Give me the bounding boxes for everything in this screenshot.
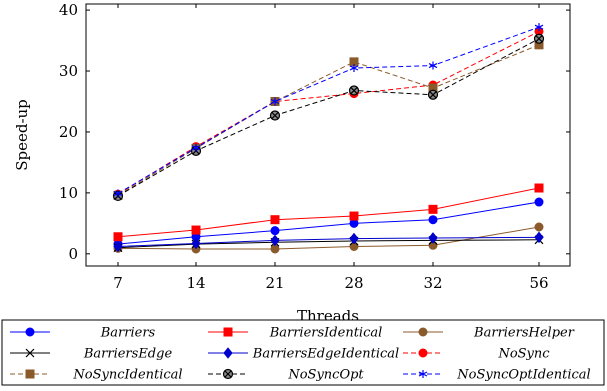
data-point xyxy=(534,23,544,32)
data-point xyxy=(270,215,280,225)
data-point xyxy=(270,97,280,106)
x-tick-label: 14 xyxy=(186,274,205,292)
data-point xyxy=(270,234,280,247)
legend-entry: NoSyncOpt xyxy=(208,368,364,383)
legend-label: BarriersEdgeIdentical xyxy=(252,347,399,362)
y-tick-label: 30 xyxy=(59,62,78,80)
legend-entry: NoSync xyxy=(403,347,550,362)
series-line xyxy=(117,30,540,195)
legend-items: Barriers BarriersIdentical BarriersHelper B… xyxy=(10,326,591,383)
series-4 xyxy=(113,231,544,253)
data-point xyxy=(534,197,544,207)
legend: Barriers BarriersIdentical BarriersHelper B… xyxy=(1,319,605,386)
x-tick-label: 32 xyxy=(423,274,442,292)
series-5 xyxy=(113,26,544,199)
series-1 xyxy=(113,183,544,242)
legend-marker xyxy=(25,327,35,337)
data-point xyxy=(348,85,360,96)
series-layer xyxy=(112,23,545,254)
y-tick-label: 40 xyxy=(59,1,78,19)
data-point xyxy=(270,226,280,236)
y-tick-label: 20 xyxy=(59,123,78,141)
data-point xyxy=(113,232,123,242)
legend-label: BarriersEdge xyxy=(83,347,173,362)
y-tick-label: 0 xyxy=(68,245,78,263)
data-point xyxy=(113,240,123,253)
data-point xyxy=(269,110,281,121)
x-axis-ticks: 7 14 21 28 32 56 xyxy=(113,4,549,292)
series-line xyxy=(117,187,540,238)
legend-marker xyxy=(418,370,428,378)
legend-label: NoSync xyxy=(497,347,550,362)
y-axis-label: Speed-up xyxy=(13,99,31,171)
data-point xyxy=(428,215,438,225)
legend-label: NoSyncOptIdentical xyxy=(456,368,590,383)
x-tick-label: 7 xyxy=(113,274,123,292)
legend-entry: BarriersIdentical xyxy=(208,326,382,341)
y-axis-ticks: 0 10 20 30 40 xyxy=(59,1,570,263)
data-point xyxy=(349,232,359,245)
plot-frame xyxy=(85,3,571,267)
legend-label: BarriersHelper xyxy=(473,326,575,341)
y-tick-label: 10 xyxy=(59,184,78,202)
legend-entry: NoSyncOptIdentical xyxy=(403,368,591,383)
legend-entry: BarriersEdgeIdentical xyxy=(208,347,399,362)
data-point xyxy=(349,211,359,221)
data-point xyxy=(349,218,359,228)
legend-label: NoSyncOpt xyxy=(287,368,364,383)
legend-label: Barriers xyxy=(100,326,156,341)
legend-entry: Barriers xyxy=(10,326,156,341)
legend-marker xyxy=(25,348,35,358)
legend-marker xyxy=(223,327,233,337)
series-0 xyxy=(113,197,544,249)
series-line xyxy=(117,236,540,248)
x-tick-label: 56 xyxy=(529,274,548,292)
data-point xyxy=(191,143,201,152)
data-point xyxy=(428,61,438,70)
data-point xyxy=(191,225,201,235)
series-line xyxy=(117,26,540,194)
data-point xyxy=(534,183,544,193)
series-line xyxy=(117,44,540,196)
legend-label: NoSyncIdentical xyxy=(72,368,182,383)
x-tick-label: 28 xyxy=(344,274,363,292)
legend-marker xyxy=(25,369,35,379)
series-8 xyxy=(113,23,544,198)
series-7 xyxy=(112,33,545,202)
series-6 xyxy=(113,40,544,200)
legend-entry: BarriersEdge xyxy=(10,347,172,362)
series-line xyxy=(117,239,540,249)
x-tick-label: 21 xyxy=(265,274,284,292)
legend-entry: BarriersHelper xyxy=(403,326,575,341)
data-point xyxy=(191,237,201,250)
legend-marker xyxy=(418,327,428,337)
legend-label: BarriersIdentical xyxy=(269,326,383,341)
series-line xyxy=(117,201,540,245)
legend-marker xyxy=(223,347,233,359)
series-line xyxy=(117,38,540,197)
legend-marker xyxy=(418,348,428,358)
data-point xyxy=(428,232,438,244)
series-line xyxy=(117,226,540,250)
data-point xyxy=(349,63,359,72)
data-point xyxy=(428,204,438,214)
data-point xyxy=(533,33,545,44)
legend-marker xyxy=(222,368,234,380)
legend-frame xyxy=(1,319,605,386)
legend-entry: NoSyncIdentical xyxy=(10,368,183,383)
data-point xyxy=(427,89,439,100)
data-point xyxy=(534,222,544,232)
data-point xyxy=(113,189,123,198)
data-point xyxy=(534,231,544,244)
